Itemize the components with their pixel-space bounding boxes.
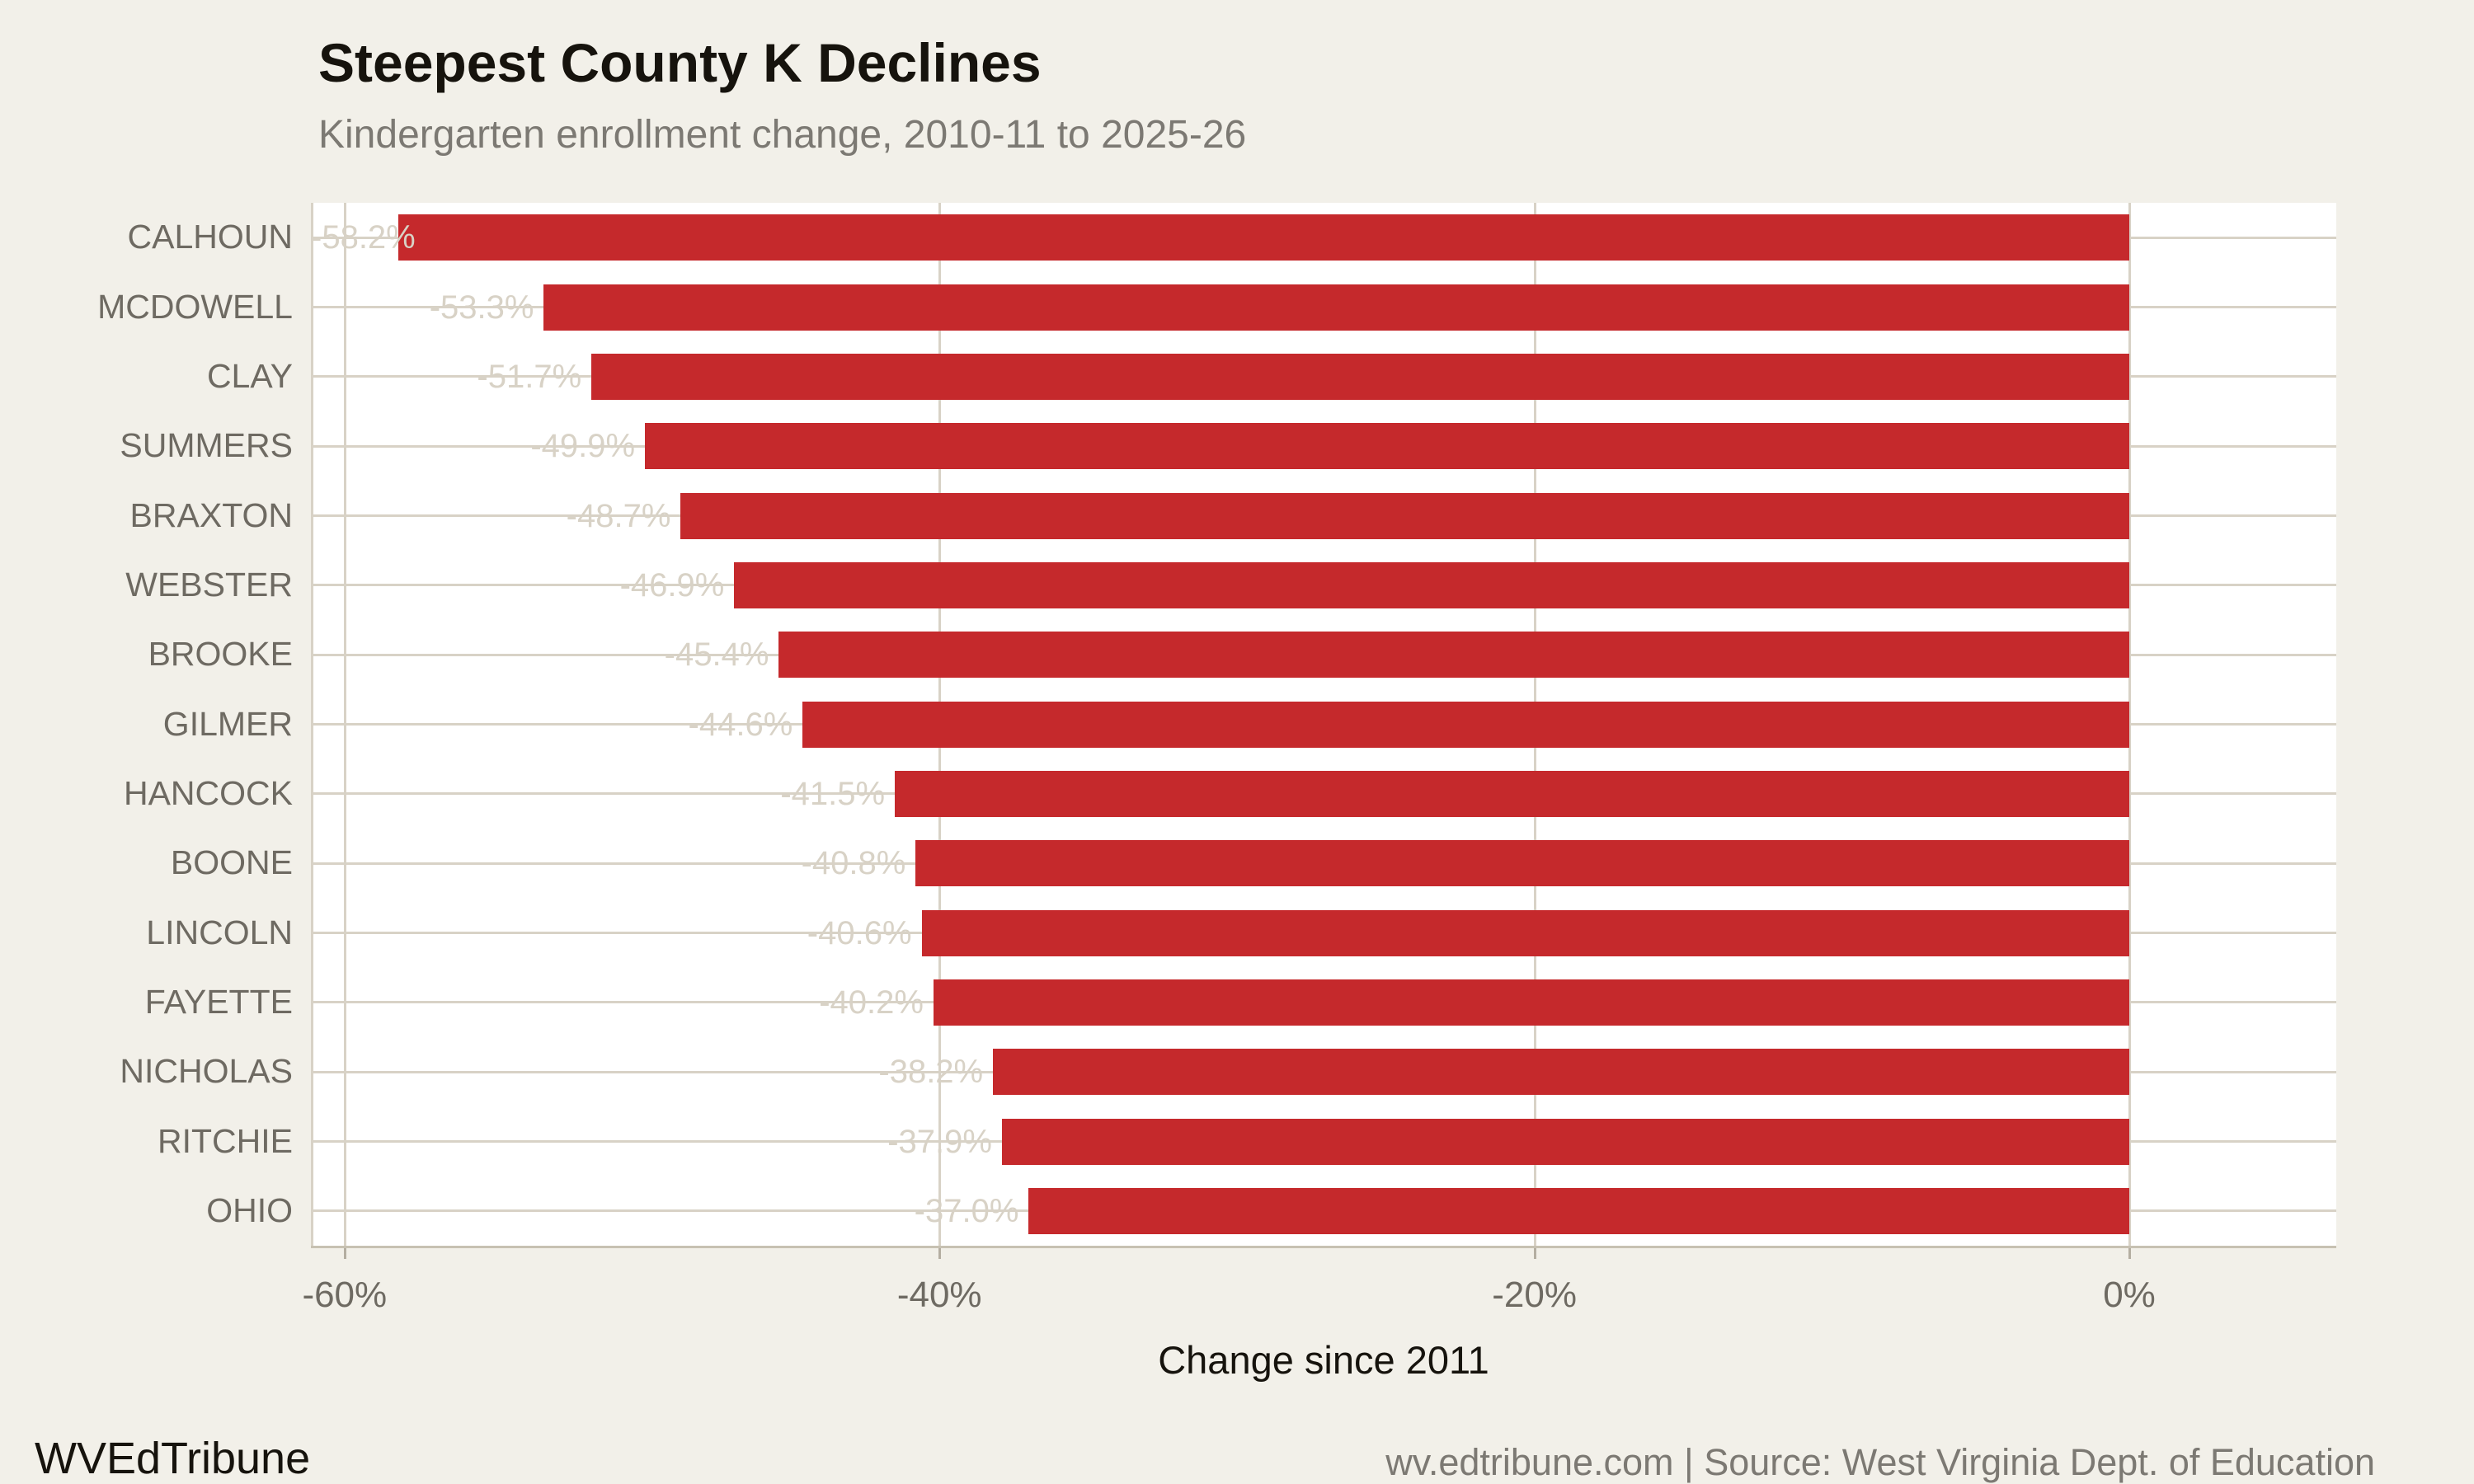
ghost-value-label: -58.2% (311, 219, 416, 256)
county-label-nicholas: NICHOLAS (120, 1052, 293, 1091)
chart-title: Steepest County K Declines (318, 32, 1042, 93)
ghost-value-label: -51.7% (477, 358, 582, 395)
chart-subtitle: Kindergarten enrollment change, 2010-11 … (318, 113, 1247, 157)
county-label-mcdowell: MCDOWELL (97, 287, 293, 326)
bar-ohio (1028, 1187, 2129, 1234)
ghost-value-label: -44.6% (688, 706, 793, 743)
x-axis-line (311, 1246, 2336, 1248)
tick-label--40%: -40% (896, 1275, 982, 1315)
county-label-ohio: OHIO (206, 1190, 293, 1229)
bar-summers (645, 423, 2129, 470)
ghost-value-label: -40.6% (807, 914, 912, 951)
county-label-gilmer: GILMER (162, 704, 293, 743)
tick-mark--40% (938, 1246, 942, 1259)
ghost-value-label: -45.4% (664, 636, 769, 674)
plot-area: -58.2% -53.3% -51.7% -49.9% -48.7% -46.9% -45.… (311, 203, 2336, 1246)
county-label-hancock: HANCOCK (123, 773, 293, 812)
tick-label--60%: -60% (302, 1275, 388, 1315)
bar-nicholas (993, 1049, 2129, 1096)
tick-label--20%: -20% (1492, 1275, 1577, 1315)
bar-lincoln (921, 909, 2129, 956)
ghost-value-label: -46.9% (619, 566, 725, 603)
ghost-value-label: -49.9% (530, 428, 636, 465)
bar-gilmer (802, 701, 2129, 748)
bar-brooke (778, 632, 2129, 679)
county-label-brooke: BROOKE (148, 635, 293, 674)
ghost-value-label: -53.3% (429, 289, 534, 326)
ghost-value-label: -37.0% (914, 1192, 1019, 1229)
ghost-value-label: -40.2% (819, 984, 924, 1021)
county-label-fayette: FAYETTE (144, 982, 293, 1021)
county-label-lincoln: LINCOLN (146, 913, 293, 951)
tick-mark--20% (1533, 1246, 1536, 1259)
bar-calhoun (397, 214, 2129, 261)
x-axis-title: Change since 2011 (1158, 1338, 1489, 1382)
ghost-value-label: -48.7% (566, 497, 671, 534)
county-label-clay: CLAY (206, 356, 293, 395)
bar-webster (734, 561, 2129, 608)
bar-hancock (895, 770, 2129, 817)
county-label-boone: BOONE (170, 843, 293, 882)
bar-boone (915, 840, 2129, 887)
county-label-ritchie: RITCHIE (158, 1121, 293, 1160)
bar-ritchie (1001, 1118, 2129, 1165)
tick-mark-0% (2128, 1246, 2131, 1259)
bar-mcdowell (543, 284, 2129, 331)
bar-braxton (680, 492, 2129, 539)
ghost-value-label: -37.9% (887, 1123, 992, 1160)
tick-mark--60% (343, 1246, 346, 1259)
bar-clay (591, 353, 2129, 400)
footer-source-credit: wv.edtribune.com | Source: West Virginia… (1385, 1441, 2375, 1483)
county-label-webster: WEBSTER (125, 565, 293, 603)
county-label-calhoun: CALHOUN (127, 218, 293, 256)
ghost-value-label: -41.5% (780, 775, 886, 812)
tick-label-0%: 0% (2103, 1275, 2156, 1315)
county-label-summers: SUMMERS (120, 426, 293, 465)
bar-fayette (933, 979, 2129, 1026)
ghost-value-label: -38.2% (878, 1054, 984, 1091)
footer-brand: WVEdTribune (35, 1434, 311, 1483)
ghost-value-label: -40.8% (801, 845, 906, 882)
county-label-braxton: BRAXTON (129, 495, 293, 534)
